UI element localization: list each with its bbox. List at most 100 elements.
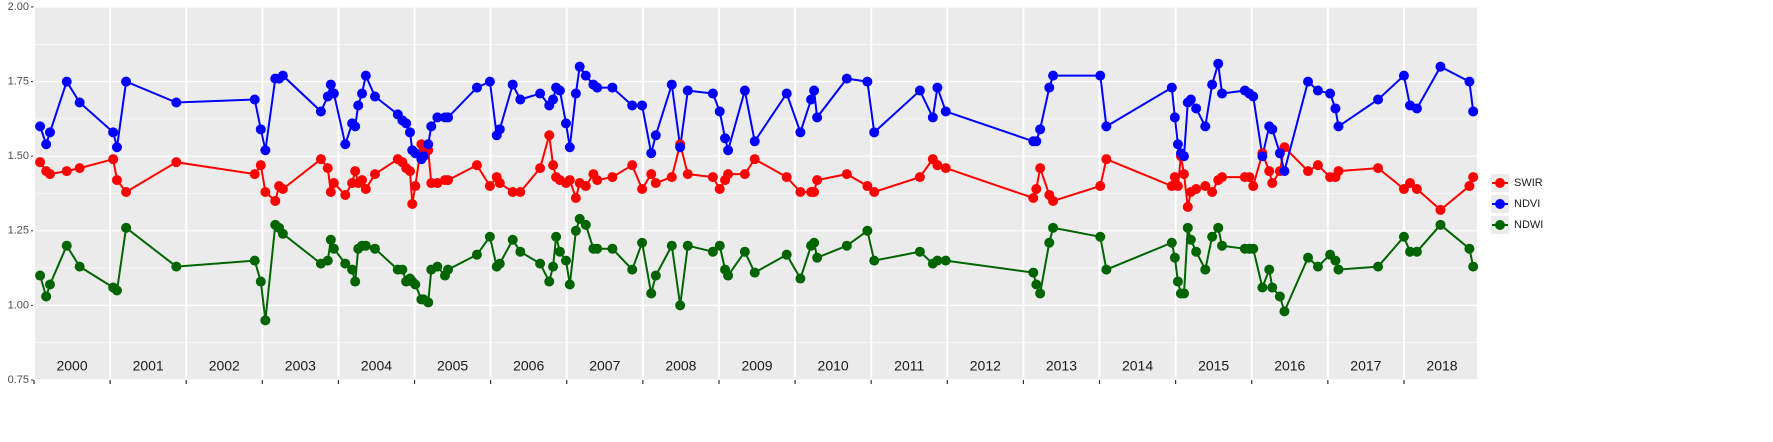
data-point bbox=[650, 130, 661, 141]
data-point bbox=[795, 127, 806, 138]
data-point bbox=[932, 82, 943, 93]
data-point bbox=[723, 145, 734, 156]
data-point bbox=[41, 139, 52, 150]
data-point bbox=[1279, 306, 1290, 317]
data-point bbox=[646, 288, 657, 299]
data-point bbox=[739, 169, 750, 180]
data-point bbox=[551, 231, 562, 242]
year-label: 2001 bbox=[133, 358, 164, 374]
y-tick-label: 1.00 bbox=[8, 299, 29, 311]
data-point bbox=[35, 270, 46, 281]
data-point bbox=[869, 255, 880, 266]
data-point bbox=[121, 76, 132, 87]
data-point bbox=[637, 237, 648, 248]
data-point bbox=[1373, 261, 1384, 272]
data-point bbox=[1303, 252, 1314, 263]
data-point bbox=[1101, 264, 1112, 275]
data-point bbox=[564, 279, 575, 290]
data-point bbox=[1207, 231, 1218, 242]
data-point bbox=[1468, 172, 1479, 183]
data-point bbox=[607, 243, 618, 254]
data-point bbox=[795, 187, 806, 198]
data-point bbox=[350, 121, 361, 132]
data-point bbox=[423, 139, 434, 150]
data-point bbox=[1411, 246, 1422, 257]
data-point bbox=[328, 88, 339, 99]
year-label: 2016 bbox=[1274, 358, 1305, 374]
data-point bbox=[1257, 282, 1268, 293]
data-point bbox=[675, 300, 686, 311]
data-point bbox=[714, 184, 725, 195]
data-point bbox=[666, 240, 677, 251]
data-point bbox=[1095, 181, 1106, 192]
data-point bbox=[650, 270, 661, 281]
data-point bbox=[675, 142, 686, 153]
data-point bbox=[404, 127, 415, 138]
data-point bbox=[666, 172, 677, 183]
data-point bbox=[1435, 219, 1446, 230]
year-label: 2015 bbox=[1198, 358, 1229, 374]
data-point bbox=[592, 175, 603, 186]
data-point bbox=[560, 255, 571, 266]
data-point bbox=[515, 246, 526, 257]
data-point bbox=[1031, 279, 1042, 290]
data-point bbox=[548, 261, 559, 272]
data-point bbox=[714, 240, 725, 251]
data-point bbox=[1468, 261, 1479, 272]
data-point bbox=[1095, 231, 1106, 242]
data-point bbox=[1172, 181, 1183, 192]
data-point bbox=[914, 172, 925, 183]
data-point bbox=[325, 234, 336, 245]
data-point bbox=[44, 169, 55, 180]
legend-label: NDVI bbox=[1514, 198, 1540, 210]
data-point bbox=[494, 258, 505, 269]
data-point bbox=[432, 178, 443, 189]
y-tick-label: 0.75 bbox=[8, 374, 29, 386]
data-point bbox=[1257, 151, 1268, 162]
data-point bbox=[41, 291, 52, 302]
data-point bbox=[260, 315, 271, 326]
data-point bbox=[270, 195, 281, 206]
y-tick-label: 1.50 bbox=[8, 150, 29, 162]
data-point bbox=[1330, 103, 1341, 114]
data-point bbox=[1095, 70, 1106, 81]
data-point bbox=[707, 88, 718, 99]
data-point bbox=[1207, 79, 1218, 90]
data-point bbox=[548, 160, 559, 171]
data-point bbox=[1048, 222, 1059, 233]
data-point bbox=[1373, 163, 1384, 174]
data-point bbox=[1213, 58, 1224, 69]
data-point bbox=[535, 88, 546, 99]
data-point bbox=[1031, 136, 1042, 147]
data-point bbox=[564, 175, 575, 186]
data-point bbox=[781, 249, 792, 260]
legend-label: NDWI bbox=[1514, 219, 1543, 231]
data-point bbox=[1031, 184, 1042, 195]
data-point bbox=[111, 175, 122, 186]
data-point bbox=[862, 225, 873, 236]
data-point bbox=[570, 88, 581, 99]
data-point bbox=[35, 157, 46, 168]
year-label: 2005 bbox=[437, 358, 468, 374]
data-point bbox=[74, 97, 85, 108]
data-point bbox=[1248, 243, 1259, 254]
data-point bbox=[869, 127, 880, 138]
data-point bbox=[666, 79, 677, 90]
data-point bbox=[927, 112, 938, 123]
year-label: 2004 bbox=[361, 358, 392, 374]
data-point bbox=[353, 100, 364, 111]
data-point bbox=[1333, 264, 1344, 275]
data-point bbox=[1217, 240, 1228, 251]
data-point bbox=[1279, 166, 1290, 177]
data-point bbox=[1182, 201, 1193, 212]
data-point bbox=[171, 261, 182, 272]
data-point bbox=[1166, 82, 1177, 93]
data-point bbox=[74, 163, 85, 174]
legend-dot bbox=[1495, 178, 1505, 188]
year-label: 2010 bbox=[818, 358, 849, 374]
data-point bbox=[61, 76, 72, 87]
data-point bbox=[277, 70, 288, 81]
legend-label: SWIR bbox=[1514, 177, 1543, 189]
data-point bbox=[1028, 267, 1039, 278]
data-point bbox=[1191, 103, 1202, 114]
